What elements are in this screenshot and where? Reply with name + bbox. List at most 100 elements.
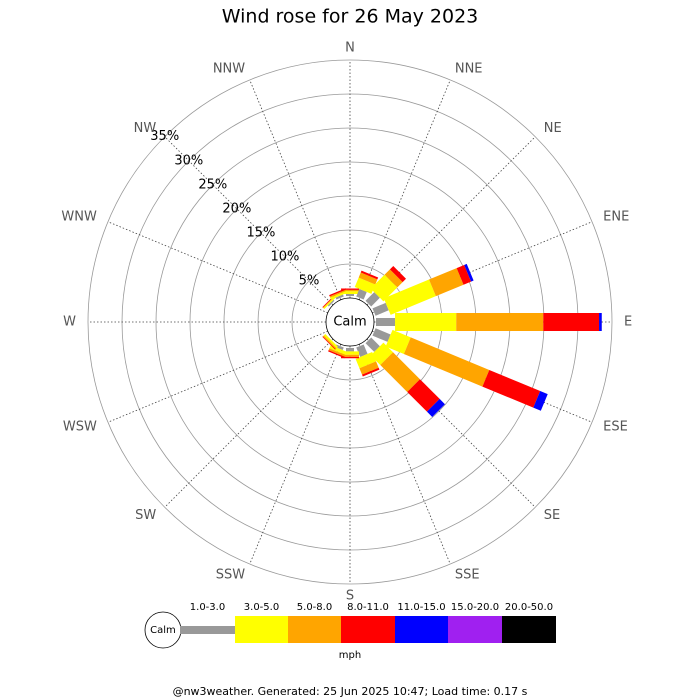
bar-segment (341, 356, 359, 359)
bar-segment (360, 270, 379, 280)
legend-unit: mph (339, 650, 361, 661)
legend-label: 20.0-50.0 (505, 602, 553, 613)
bar-segment (543, 313, 600, 331)
spoke (107, 330, 328, 423)
direction-label: NW (134, 121, 157, 136)
bar-segment (376, 318, 396, 326)
bar-segment (389, 266, 406, 283)
legend-swatch (395, 616, 448, 643)
legend-label: 1.0-3.0 (190, 602, 225, 613)
y-tick-label: 25% (198, 177, 227, 192)
bar-segment (395, 313, 457, 331)
bar-segment (380, 352, 420, 392)
bar-segment (456, 264, 472, 285)
direction-label: SSW (216, 568, 246, 583)
direction-label: SE (544, 508, 560, 523)
direction-label: N (345, 41, 355, 56)
bar-segment (365, 337, 380, 352)
calm-circle (325, 297, 375, 347)
legend-swatch (448, 616, 502, 643)
bar-segment (354, 277, 376, 294)
legend-swatch (180, 626, 235, 634)
y-tick-label: 10% (270, 249, 299, 264)
spoke (358, 344, 451, 565)
bar-segment (335, 294, 344, 300)
direction-label: WSW (63, 419, 97, 434)
direction-label: E (624, 315, 632, 330)
bar-segment (533, 391, 548, 411)
direction-label: W (63, 315, 76, 330)
bar-segment (328, 348, 347, 357)
legend-swatch (235, 616, 288, 643)
direction-label: SSE (455, 568, 480, 583)
direction-label: NE (544, 121, 562, 136)
bar-segment (383, 279, 436, 315)
bar-segment (482, 369, 541, 408)
bar-segment (362, 367, 380, 377)
bar-segment (372, 328, 391, 342)
legend-label: 3.0-5.0 (244, 602, 279, 613)
bar-segment (355, 352, 377, 369)
direction-label: WNW (61, 210, 97, 225)
direction-label: ESE (603, 419, 628, 434)
bar-segment (370, 274, 398, 302)
bar-segment (322, 336, 336, 350)
legend-calm-label: Calm (150, 625, 176, 636)
bar-segment (322, 335, 337, 350)
bar-segment (365, 292, 380, 307)
bar-segment (358, 272, 378, 285)
bar-segment (327, 299, 335, 307)
y-tick-label: 35% (150, 129, 179, 144)
bar-segment (346, 293, 354, 296)
chart-title: Wind rose for 26 May 2023 (222, 6, 479, 28)
grid-ring (87, 59, 613, 585)
bar-segment (385, 329, 411, 355)
bar-segment (456, 313, 544, 331)
bar-segment (330, 290, 348, 300)
bar-segment (323, 295, 338, 310)
bar-segment (359, 361, 379, 375)
direction-label: NNW (213, 61, 245, 76)
legend-swatch (502, 616, 556, 643)
direction-label: SW (135, 508, 156, 523)
bar-segment (329, 289, 347, 298)
spoke (358, 79, 451, 300)
legend-label: 11.0-15.0 (397, 602, 445, 613)
legend-label: 15.0-20.0 (451, 602, 499, 613)
bar-segment (370, 342, 394, 366)
bar-segment (464, 263, 474, 282)
spoke (164, 136, 334, 306)
bar-segment (329, 288, 347, 297)
spoke (249, 344, 342, 565)
calm-label: Calm (333, 315, 366, 330)
direction-label: NNE (455, 61, 483, 76)
bar-segment (426, 398, 445, 417)
legend: Calm mph 1.0-3.0 3.0-5.0 5.0-8.0 8.0-11.0 11… (144, 602, 556, 661)
footer: @nw3weather. Generated: 25 Jun 2025 10:4… (173, 685, 528, 698)
y-tick-label: 15% (246, 225, 275, 240)
legend-swatch (341, 616, 395, 643)
y-tick-label: 5% (299, 273, 320, 288)
spoke (164, 338, 334, 508)
bar-segment (328, 350, 346, 359)
bar-segment (335, 344, 344, 351)
bar-segment (356, 344, 368, 357)
y-tick-label: 20% (222, 201, 251, 216)
spoke (249, 79, 342, 300)
direction-label: ENE (603, 210, 629, 225)
spoke (107, 221, 328, 314)
direction-label: S (346, 589, 354, 604)
bar-segment (403, 337, 490, 387)
legend-swatch (288, 616, 341, 643)
bar-segment (323, 334, 338, 349)
bar-segment (384, 269, 403, 288)
bar-segment (599, 313, 602, 331)
legend-label: 8.0-11.0 (347, 602, 389, 613)
bar-segment (346, 348, 354, 352)
bar-segment (356, 288, 367, 300)
y-tick-label: 30% (174, 153, 203, 168)
bar-segment (429, 268, 464, 297)
legend-label: 5.0-8.0 (297, 602, 332, 613)
bar-segment (407, 379, 440, 412)
